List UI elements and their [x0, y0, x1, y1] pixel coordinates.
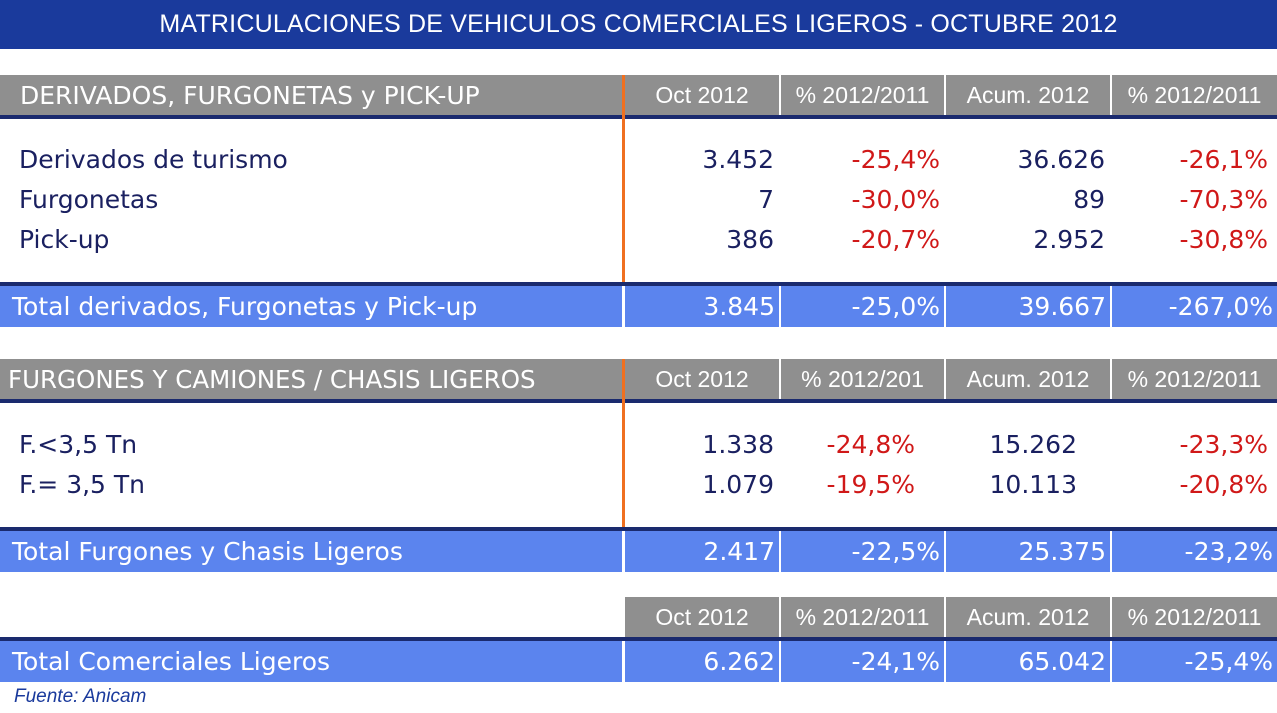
section3-divider	[0, 637, 1277, 641]
col-pct-header: % 2012/2011	[781, 597, 944, 637]
source-note: Fuente: Anicam	[14, 686, 147, 707]
table-row: Furgonetas 7 -30,0% 89 -70,3%	[0, 180, 1277, 220]
col-pct-acum-header: % 2012/2011	[1112, 359, 1277, 399]
section1-title: DERIVADOS, FURGONETAS y PICK-UP	[0, 75, 622, 115]
row-acum: 89	[1073, 185, 1105, 214]
col-pct-acum-header: % 2012/2011	[1112, 597, 1277, 637]
total-oct: 6.262	[625, 641, 779, 682]
col-pct-acum-header: % 2012/2011	[1112, 75, 1277, 115]
total-label: Total Furgones y Chasis Ligeros	[0, 531, 622, 572]
page-title: MATRICULACIONES DE VEHICULOS COMERCIALES…	[0, 0, 1277, 49]
table-row: Derivados de turismo 3.452 -25,4% 36.626…	[0, 140, 1277, 180]
section1-total-row: Total derivados, Furgonetas y Pick-up 3.…	[0, 286, 1277, 327]
table-row: F.= 3,5 Tn 1.079 -19,5% 10.113 -20,8%	[0, 465, 1277, 505]
section2-total-row: Total Furgones y Chasis Ligeros 2.417 -2…	[0, 531, 1277, 572]
total-pct: -24,1%	[781, 641, 944, 682]
row-pct: -20,7%	[851, 225, 940, 254]
row-acum: 36.626	[1017, 145, 1105, 174]
row-acum: 15.262	[989, 430, 1077, 459]
total-pct-acum: -267,0%	[1112, 286, 1277, 327]
total-acum: 65.042	[946, 641, 1110, 682]
row-acum: 10.113	[989, 470, 1077, 499]
row-pct-acum: -70,3%	[1179, 185, 1268, 214]
row-oct: 386	[726, 225, 774, 254]
section2-divider	[0, 399, 1277, 403]
table-row: Pick-up 386 -20,7% 2.952 -30,8%	[0, 220, 1277, 260]
total-pct-acum: -23,2%	[1112, 531, 1277, 572]
section2-total-divider	[0, 527, 1277, 531]
total-label: Total Comerciales Ligeros	[0, 641, 622, 682]
col-oct-header: Oct 2012	[625, 359, 779, 399]
col-acum-header: Acum. 2012	[946, 359, 1110, 399]
table-row: F.<3,5 Tn 1.338 -24,8% 15.262 -23,3%	[0, 425, 1277, 465]
row-pct: -24,8%	[826, 430, 915, 459]
total-acum: 25.375	[946, 531, 1110, 572]
row-oct: 1.338	[702, 430, 774, 459]
col-oct-header: Oct 2012	[625, 597, 779, 637]
row-oct: 3.452	[702, 145, 774, 174]
total-acum: 39.667	[946, 286, 1110, 327]
row-pct-acum: -23,3%	[1179, 430, 1268, 459]
row-pct: -25,4%	[851, 145, 940, 174]
col-pct-header: % 2012/2011	[781, 75, 944, 115]
section1-column-divider	[622, 75, 625, 282]
total-oct: 3.845	[625, 286, 779, 327]
col-acum-header: Acum. 2012	[946, 597, 1110, 637]
section2-column-divider	[622, 359, 625, 527]
section1-header: DERIVADOS, FURGONETAS y PICK-UP Oct 2012…	[0, 75, 1277, 115]
row-label: F.<3,5 Tn	[19, 430, 138, 459]
section1-total-divider	[0, 282, 1277, 286]
row-pct-acum: -26,1%	[1179, 145, 1268, 174]
row-acum: 2.952	[1033, 225, 1105, 254]
col-acum-header: Acum. 2012	[946, 75, 1110, 115]
row-pct-acum: -20,8%	[1179, 470, 1268, 499]
total-pct: -22,5%	[781, 531, 944, 572]
row-pct-acum: -30,8%	[1179, 225, 1268, 254]
section2-header: FURGONES Y CAMIONES / CHASIS LIGEROS Oct…	[0, 359, 1277, 399]
total-label: Total derivados, Furgonetas y Pick-up	[0, 286, 622, 327]
row-label: Furgonetas	[19, 185, 159, 214]
row-label: F.= 3,5 Tn	[19, 470, 146, 499]
total-oct: 2.417	[625, 531, 779, 572]
col-pct-header: % 2012/201	[781, 359, 944, 399]
total-pct-acum: -25,4%	[1112, 641, 1277, 682]
row-oct: 7	[758, 185, 774, 214]
section3-header: Oct 2012 % 2012/2011 Acum. 2012 % 2012/2…	[0, 597, 1277, 637]
section1-divider	[0, 115, 1277, 119]
row-oct: 1.079	[702, 470, 774, 499]
row-pct: -30,0%	[851, 185, 940, 214]
row-label: Derivados de turismo	[19, 145, 288, 174]
row-pct: -19,5%	[826, 470, 915, 499]
col-oct-header: Oct 2012	[625, 75, 779, 115]
row-label: Pick-up	[19, 225, 110, 254]
total-pct: -25,0%	[781, 286, 944, 327]
grand-total-row: Total Comerciales Ligeros 6.262 -24,1% 6…	[0, 641, 1277, 682]
section2-title: FURGONES Y CAMIONES / CHASIS LIGEROS	[0, 359, 622, 399]
